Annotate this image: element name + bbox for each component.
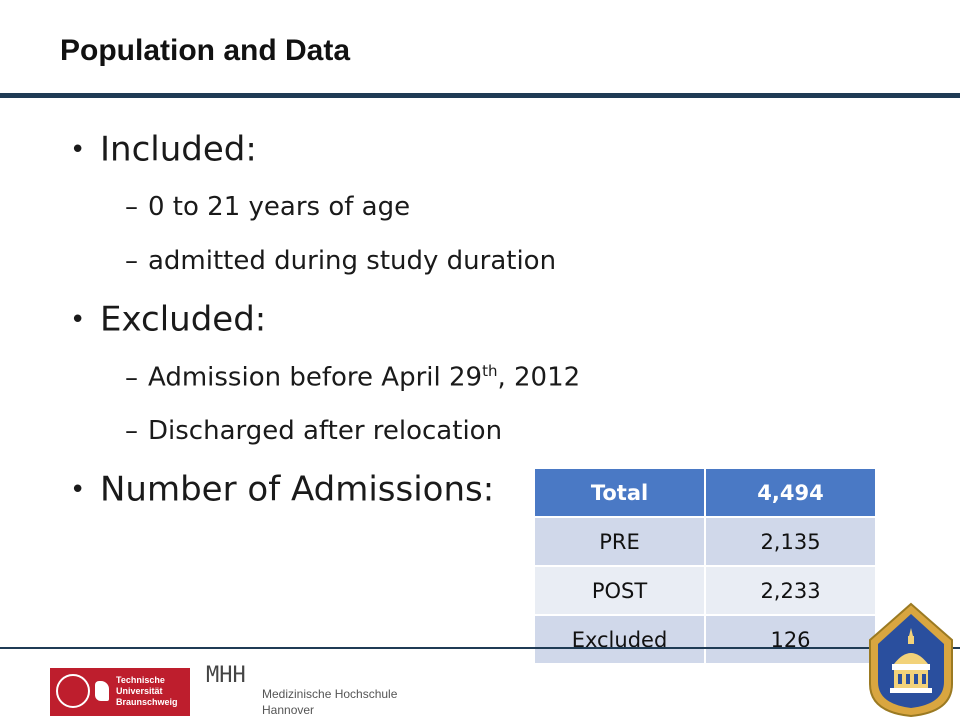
sub-bullet-age: –0 to 21 years of age (125, 192, 411, 222)
table-cell: 126 (704, 614, 877, 665)
admissions-table: Total 4,494 PRE 2,135 POST 2,233 Exclude… (533, 467, 877, 665)
table-row: PRE 2,135 (533, 516, 877, 567)
sub-bullet-admission-before: – Admission before April 29th, 2012 (125, 362, 581, 393)
table-cell: 4,494 (704, 467, 877, 518)
sub-bullet-discharged: – Discharged after relocation (125, 416, 503, 446)
table-row: Excluded 126 (533, 614, 877, 665)
table-header-row: Total 4,494 (533, 467, 877, 518)
bullet-included: • Included: (70, 129, 257, 170)
table-cell: 2,233 (704, 565, 877, 616)
mhh-text: Medizinische Hochschule Hannover (262, 687, 398, 717)
sub-bullet-admitted: – admitted during study duration (125, 246, 557, 276)
johns-hopkins-shield-logo (869, 602, 953, 718)
lion-icon (95, 681, 109, 701)
table-cell: 2,135 (704, 516, 877, 567)
bullet-excluded: • Excluded: (70, 299, 267, 340)
mhh-logo: MHH (206, 663, 246, 688)
tu-logo-text: Technische Universität Braunschweig (116, 675, 178, 707)
table-cell: PRE (533, 516, 706, 567)
table-cell: POST (533, 565, 706, 616)
table-cell: Excluded (533, 614, 706, 665)
table-cell: Total (533, 467, 706, 518)
footer-rule (0, 647, 960, 649)
tu-braunschweig-logo: Technische Universität Braunschweig (50, 668, 190, 716)
slide-title: Population and Data (60, 34, 351, 67)
seal-icon (56, 674, 90, 708)
bullet-number-of-admissions: • Number of Admissions: (70, 469, 495, 510)
title-rule (0, 93, 960, 98)
table-row: POST 2,233 (533, 565, 877, 616)
